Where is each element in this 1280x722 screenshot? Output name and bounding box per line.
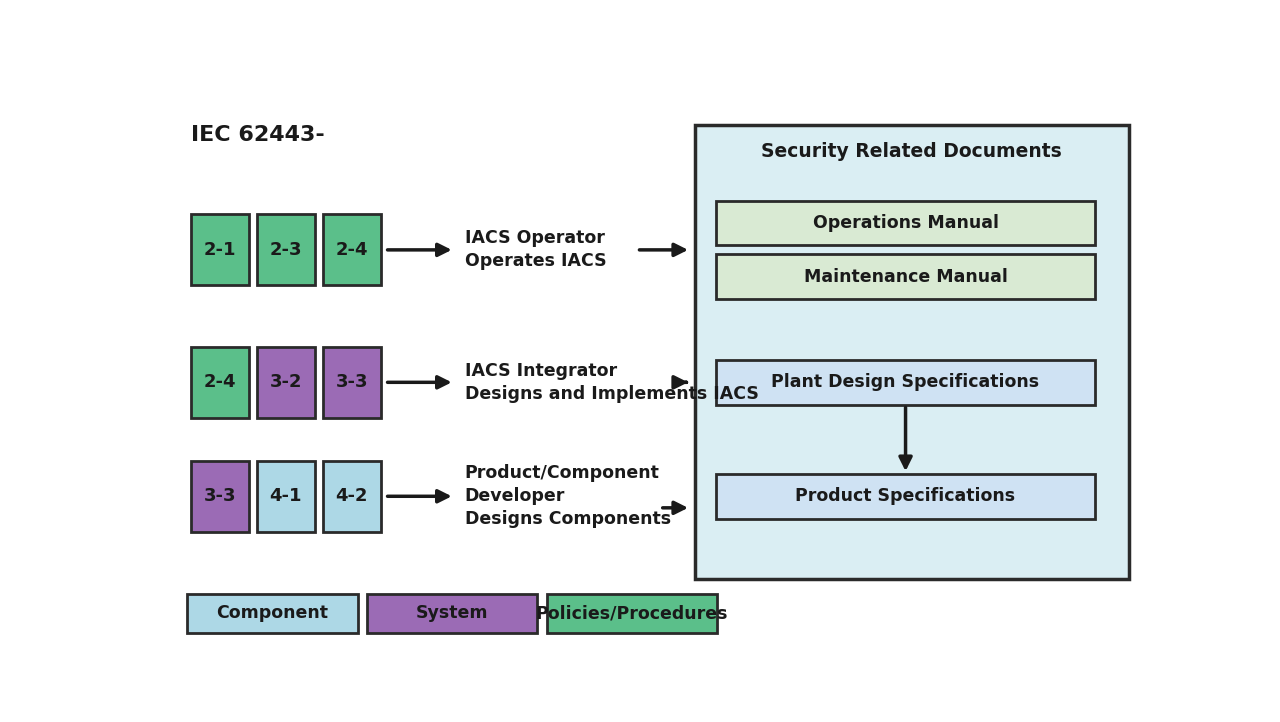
FancyBboxPatch shape: [323, 347, 381, 418]
Text: Policies/Procedures: Policies/Procedures: [536, 604, 728, 622]
FancyBboxPatch shape: [716, 201, 1096, 245]
FancyBboxPatch shape: [695, 125, 1129, 580]
Text: 3-3: 3-3: [335, 373, 369, 391]
FancyBboxPatch shape: [257, 214, 315, 285]
FancyBboxPatch shape: [716, 360, 1096, 404]
Text: Operates IACS: Operates IACS: [465, 253, 607, 271]
Text: Component: Component: [216, 604, 329, 622]
Text: System: System: [416, 604, 489, 622]
Text: Plant Design Specifications: Plant Design Specifications: [772, 373, 1039, 391]
Text: 3-3: 3-3: [204, 487, 237, 505]
FancyBboxPatch shape: [716, 474, 1096, 518]
FancyBboxPatch shape: [191, 461, 250, 531]
FancyBboxPatch shape: [716, 254, 1096, 299]
Text: 2-3: 2-3: [270, 241, 302, 259]
Text: Product Specifications: Product Specifications: [795, 487, 1015, 505]
FancyBboxPatch shape: [191, 347, 250, 418]
FancyBboxPatch shape: [191, 214, 250, 285]
FancyBboxPatch shape: [323, 461, 381, 531]
Text: Designs Components: Designs Components: [465, 510, 671, 529]
Text: IACS Integrator: IACS Integrator: [465, 362, 617, 380]
Text: IEC 62443-: IEC 62443-: [191, 125, 325, 145]
Text: 2-4: 2-4: [204, 373, 237, 391]
Text: 2-1: 2-1: [204, 241, 237, 259]
Text: 4-1: 4-1: [270, 487, 302, 505]
FancyBboxPatch shape: [323, 214, 381, 285]
Text: IACS Operator: IACS Operator: [465, 230, 604, 248]
Text: Developer: Developer: [465, 487, 564, 505]
Text: Operations Manual: Operations Manual: [813, 214, 998, 232]
FancyBboxPatch shape: [257, 347, 315, 418]
Text: 3-2: 3-2: [270, 373, 302, 391]
Text: 2-4: 2-4: [335, 241, 369, 259]
Text: 4-2: 4-2: [335, 487, 369, 505]
FancyBboxPatch shape: [367, 594, 538, 632]
Text: Security Related Documents: Security Related Documents: [762, 142, 1062, 161]
Text: Product/Component: Product/Component: [465, 464, 659, 482]
FancyBboxPatch shape: [257, 461, 315, 531]
Text: Designs and Implements IACS: Designs and Implements IACS: [465, 385, 759, 403]
FancyBboxPatch shape: [187, 594, 357, 632]
FancyBboxPatch shape: [547, 594, 717, 632]
Text: Maintenance Manual: Maintenance Manual: [804, 268, 1007, 286]
